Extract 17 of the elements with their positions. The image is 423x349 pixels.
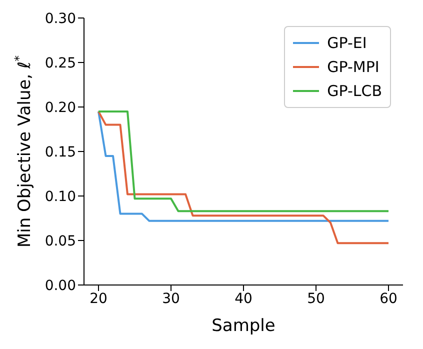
line-series <box>98 110 390 244</box>
legend-label: GP-MPI <box>327 57 380 78</box>
legend-label: GP-LCB <box>327 81 382 102</box>
y-tick-label: 0.30 <box>44 10 76 27</box>
y-tick-label: 0.25 <box>44 55 76 72</box>
x-tick-label: 60 <box>380 290 398 307</box>
y-tick-label: 0.05 <box>44 233 76 250</box>
y-tick-label: 0.00 <box>44 278 76 294</box>
x-axis-title: Sample <box>212 316 276 336</box>
y-tick-label: 0.20 <box>44 100 76 116</box>
legend-label: GP-EI <box>327 33 367 54</box>
x-tick-label: 40 <box>234 290 252 307</box>
x-tick-label: 20 <box>90 290 108 307</box>
y-tick-label: 0.10 <box>44 188 76 205</box>
x-tick-label: 50 <box>307 290 325 307</box>
x-tick-label: 30 <box>162 290 180 307</box>
y-tick-label: 0.15 <box>44 144 76 160</box>
